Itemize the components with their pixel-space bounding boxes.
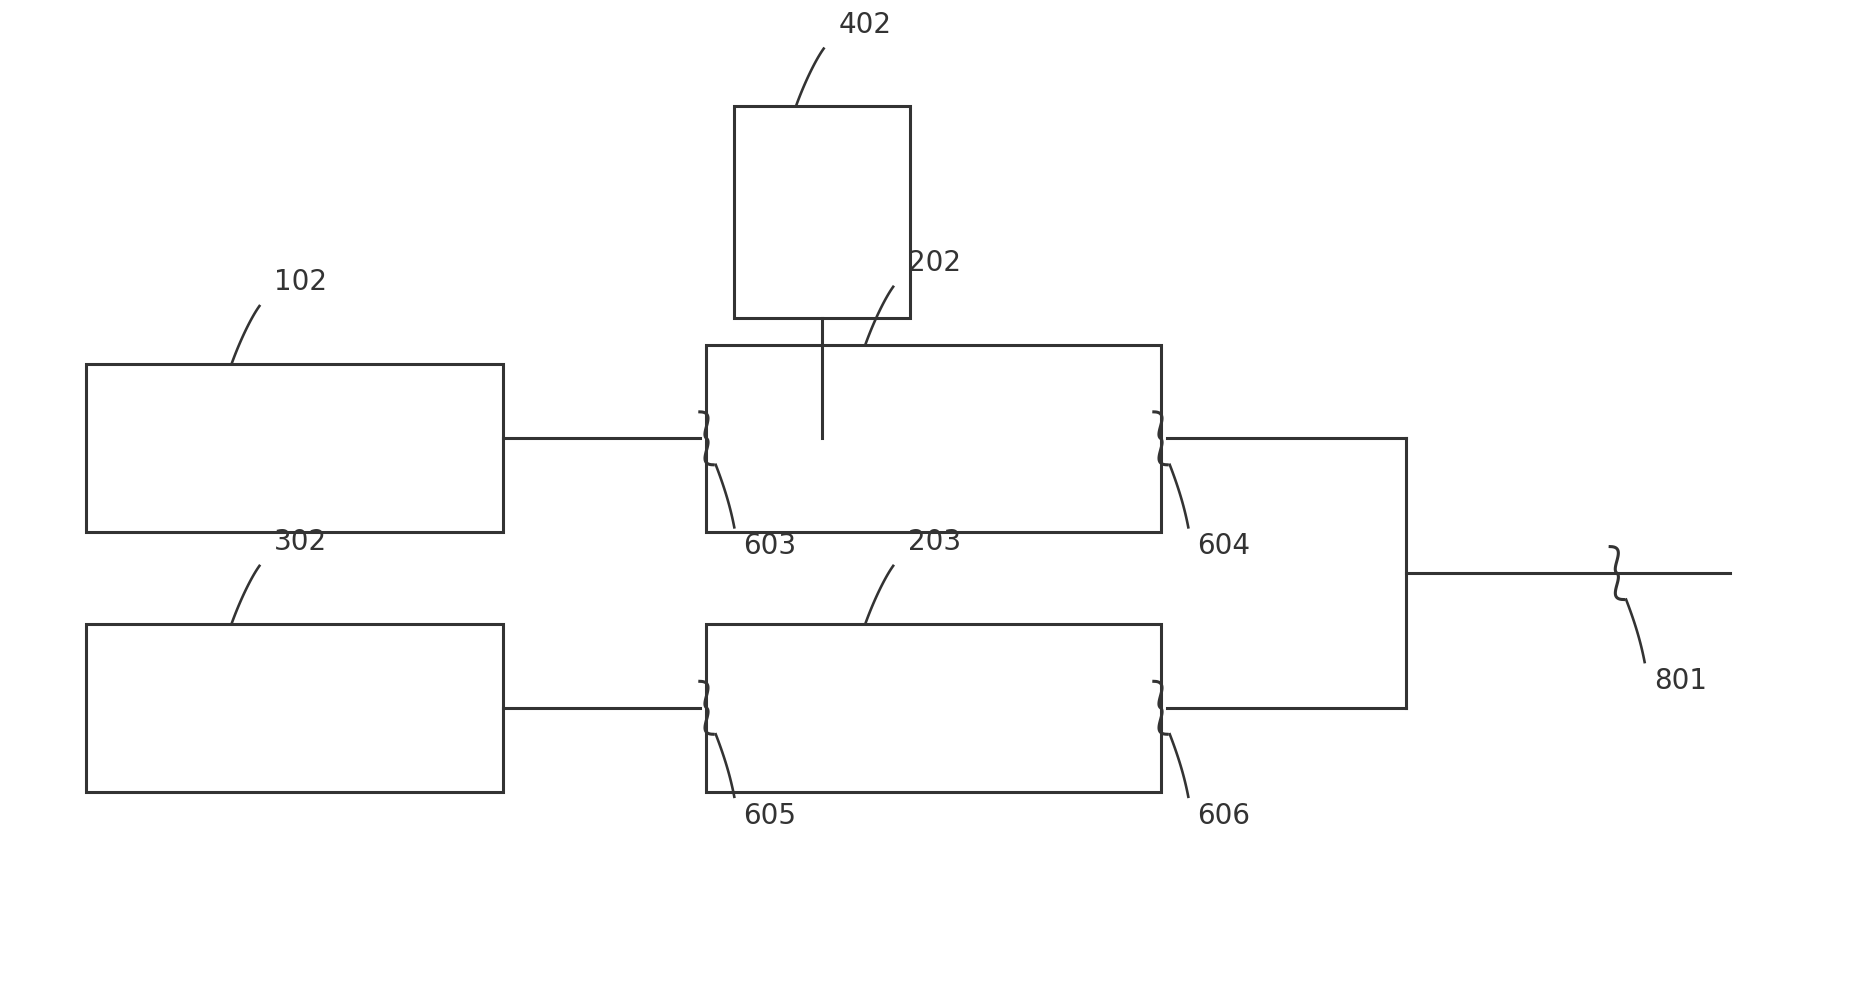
Text: 801: 801 <box>1654 667 1706 695</box>
Bar <box>706 344 1161 532</box>
Text: 605: 605 <box>743 802 797 830</box>
Bar <box>86 624 502 792</box>
Text: 302: 302 <box>274 528 327 556</box>
Text: 604: 604 <box>1197 532 1251 560</box>
Text: 203: 203 <box>907 528 962 556</box>
Bar <box>706 624 1161 792</box>
Text: 102: 102 <box>274 268 327 297</box>
Bar <box>86 364 502 532</box>
Text: 603: 603 <box>743 532 797 560</box>
Text: 606: 606 <box>1197 802 1251 830</box>
Bar <box>734 107 911 318</box>
Text: 202: 202 <box>907 249 962 277</box>
Text: 402: 402 <box>838 11 892 39</box>
